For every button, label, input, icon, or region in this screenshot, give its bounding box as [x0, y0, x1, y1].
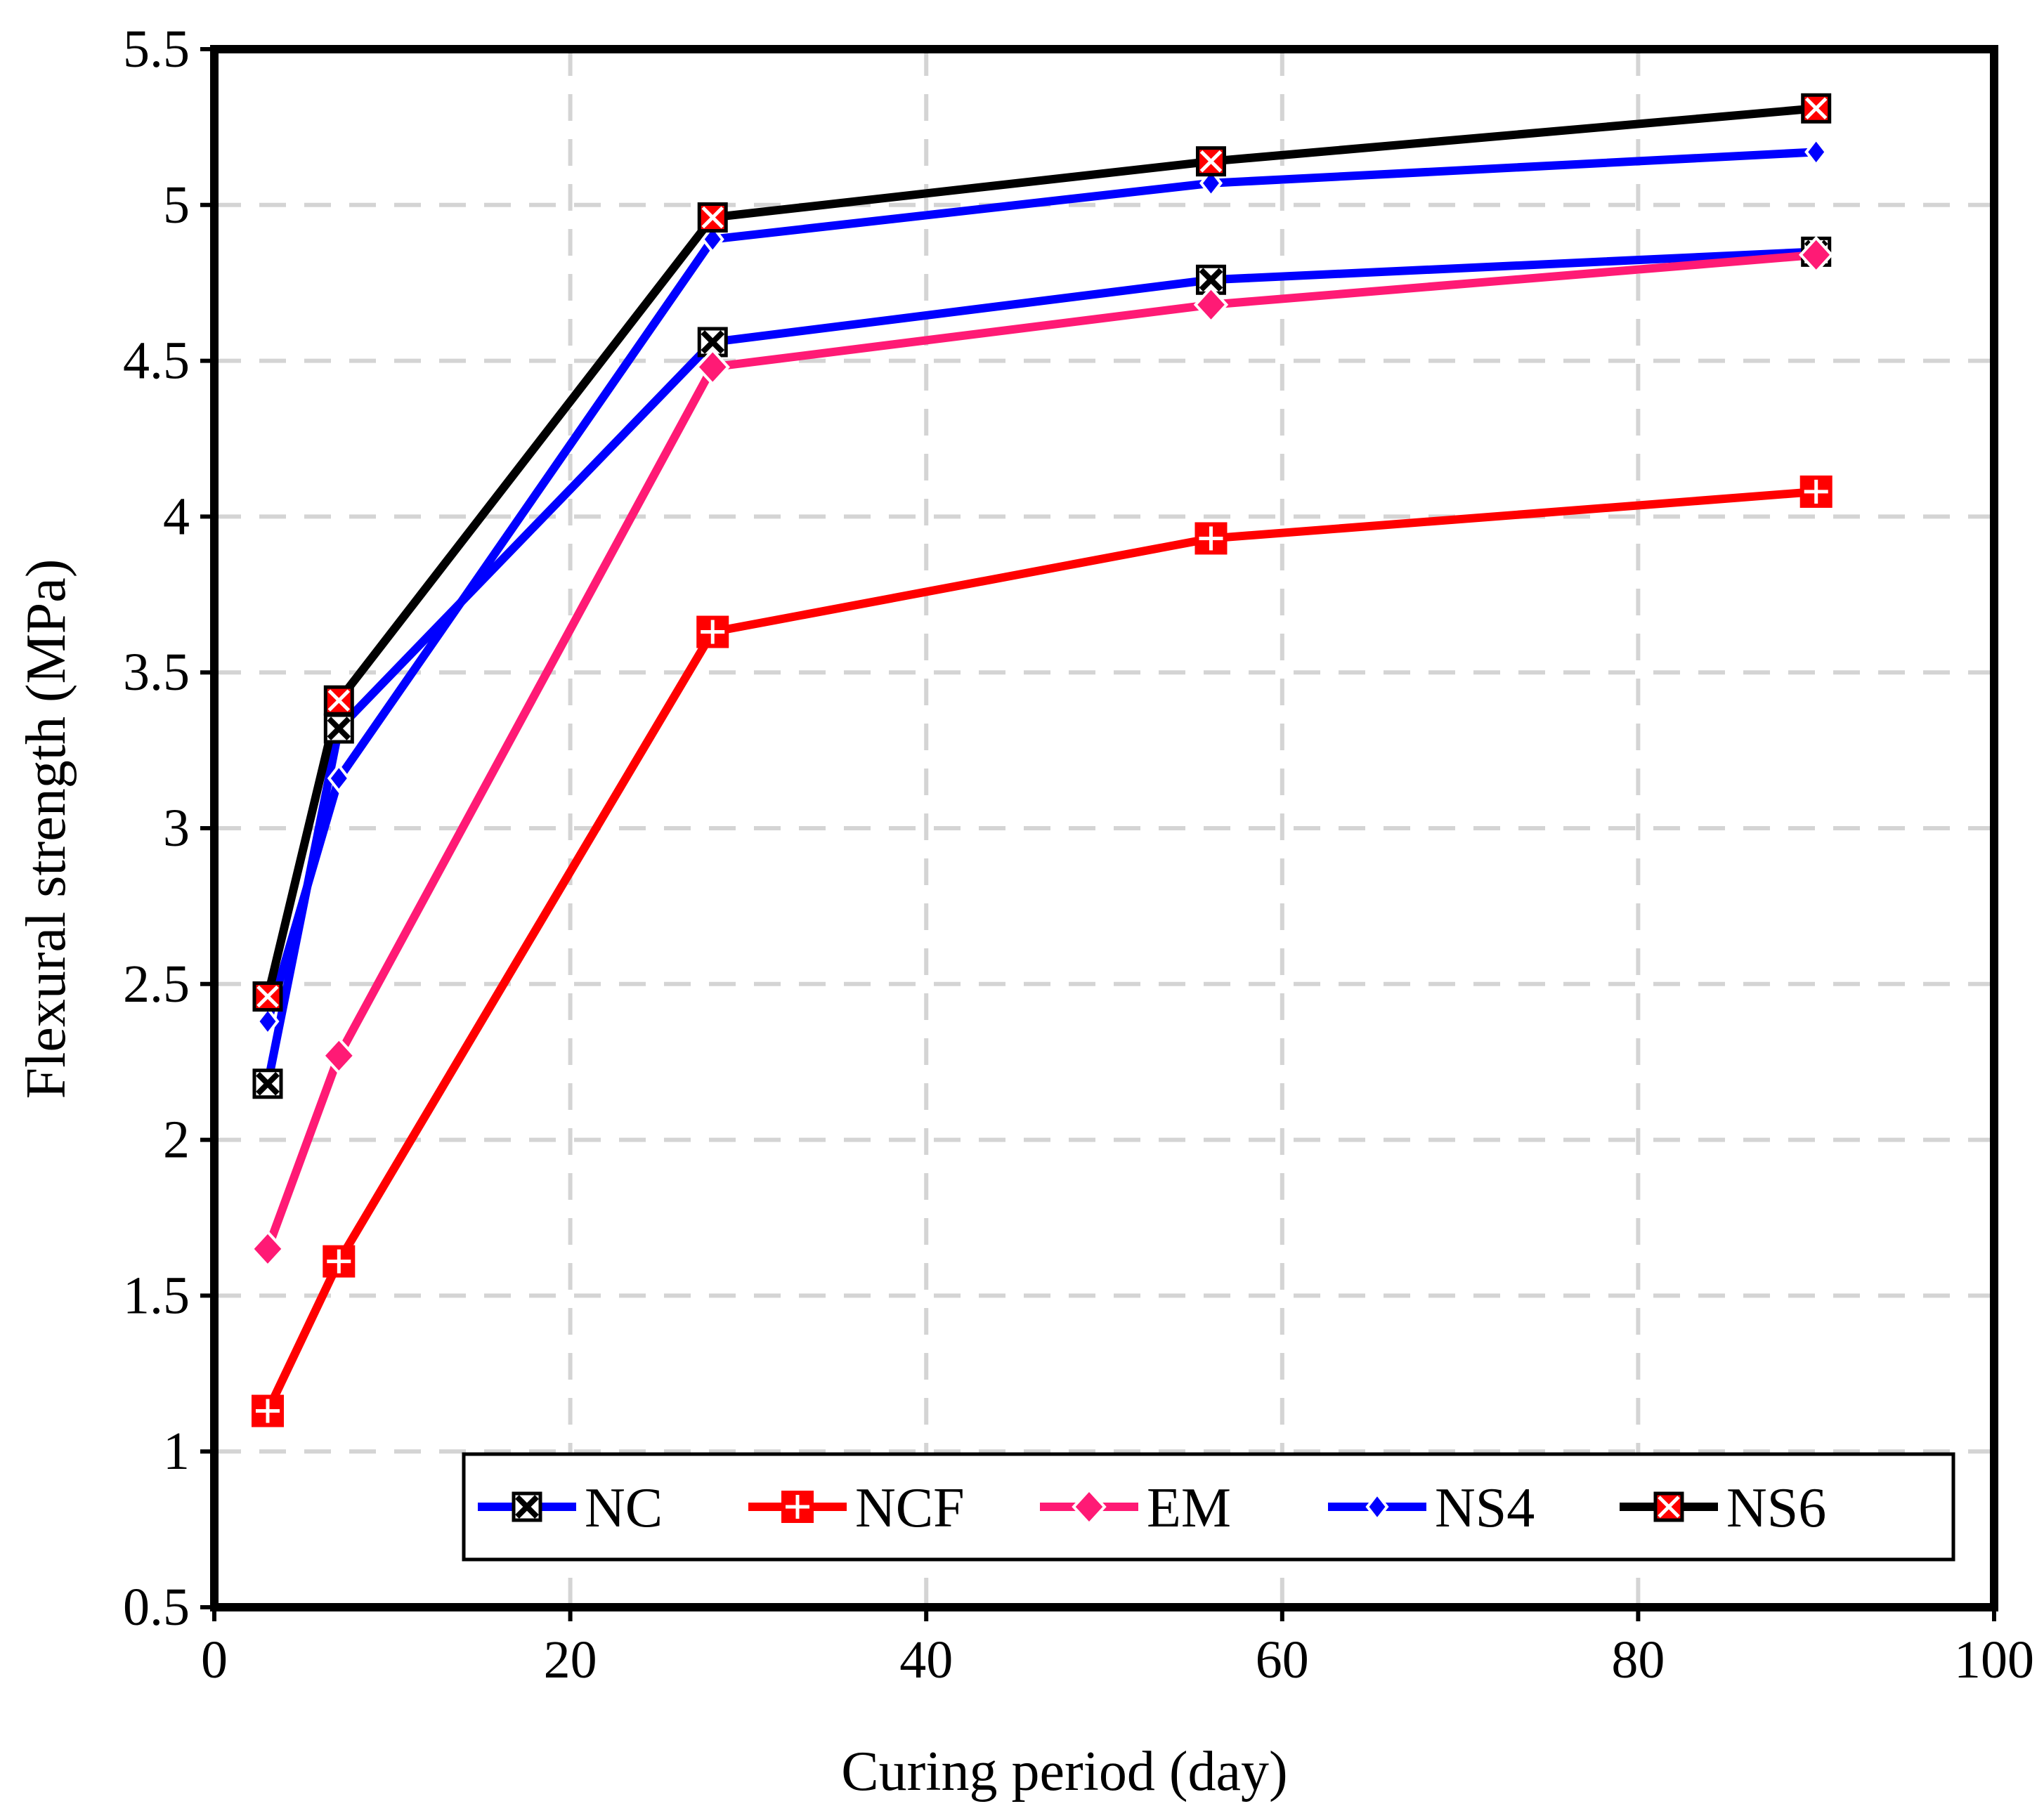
- legend-label: NS4: [1435, 1477, 1535, 1539]
- y-tick-label: 0.5: [123, 1578, 190, 1637]
- legend-label: NS6: [1726, 1477, 1826, 1539]
- y-axis-title: Flexural strength (MPa): [15, 559, 77, 1099]
- legend-marker: [781, 1491, 814, 1523]
- data-point-ns6: [1195, 146, 1226, 177]
- data-point-ns6: [697, 202, 728, 233]
- data-point-em: [1193, 285, 1229, 324]
- series-lines: [263, 104, 1817, 1413]
- x-tick-label: 100: [1954, 1630, 2034, 1689]
- axis-ticks: 0.5 1 1.5 2 2.5 3 3.5 4 4.5 5 5.5 0 20 40 60 80 100: [123, 20, 2034, 1689]
- data-point-em: [321, 1036, 357, 1075]
- y-tick-label: 1: [163, 1422, 190, 1481]
- y-tick-label: 4.5: [123, 332, 190, 391]
- x-tick-label: 0: [201, 1630, 228, 1689]
- data-point-ns4: [1804, 137, 1828, 167]
- y-tick-label: 5: [163, 176, 190, 235]
- data-point-ncf: [1799, 475, 1833, 508]
- x-tick-label: 60: [1256, 1630, 1309, 1689]
- legend-item-em: EM: [1040, 1477, 1231, 1539]
- legend-marker: [1072, 1488, 1107, 1526]
- data-point-em: [250, 1229, 285, 1268]
- legend-label: NC: [585, 1477, 663, 1539]
- data-point-ns4: [1199, 168, 1223, 199]
- legend: NC NCF EM NS4 NS6: [462, 1452, 1955, 1562]
- data-point-ncf: [323, 1245, 356, 1278]
- plot-frame: [210, 45, 1998, 1611]
- legend-marker: [512, 1491, 542, 1522]
- data-point-nc: [323, 713, 354, 744]
- data-point-ns6: [323, 685, 354, 716]
- legend-marker: [1653, 1491, 1684, 1522]
- legend-item-ncf: NCF: [748, 1477, 965, 1539]
- data-point-ns4: [701, 224, 724, 254]
- legend-label: EM: [1147, 1477, 1231, 1539]
- data-point-nc: [1195, 264, 1226, 295]
- x-tick-label: 40: [899, 1630, 953, 1689]
- y-tick-label: 4: [163, 487, 190, 546]
- y-tick-label: 3: [163, 799, 190, 858]
- y-tick-label: 2: [163, 1111, 190, 1170]
- data-point-ncf: [1194, 522, 1228, 555]
- x-tick-label: 80: [1611, 1630, 1665, 1689]
- x-tick-label: 20: [544, 1630, 597, 1689]
- y-tick-label: 1.5: [123, 1266, 190, 1325]
- data-point-ns4: [256, 1006, 280, 1037]
- data-point-ns4: [327, 763, 351, 794]
- grid: [214, 49, 1994, 1607]
- series-line-nc: [263, 247, 1816, 1085]
- legend-marker: [1365, 1491, 1389, 1522]
- legend-item-ns4: NS4: [1328, 1477, 1535, 1539]
- data-point-em: [695, 348, 730, 386]
- legend-item-nc: NC: [478, 1477, 663, 1539]
- series-line-ncf: [263, 487, 1817, 1413]
- data-point-em: [1798, 235, 1834, 274]
- y-tick-label: 3.5: [123, 643, 190, 702]
- x-axis-title: Curing period (day): [841, 1741, 1287, 1803]
- series-line-ns4: [263, 148, 1817, 1023]
- data-point-ns6: [252, 981, 283, 1012]
- series-markers: [250, 93, 1834, 1427]
- legend-label: NCF: [855, 1477, 965, 1539]
- data-point-ns6: [1801, 93, 1832, 124]
- data-point-nc: [252, 1068, 283, 1099]
- legend-item-ns6: NS6: [1620, 1477, 1826, 1539]
- y-tick-label: 5.5: [123, 20, 190, 79]
- y-tick-label: 2.5: [123, 955, 190, 1014]
- data-point-ncf: [251, 1394, 284, 1427]
- data-point-ncf: [696, 615, 729, 648]
- series-line-em: [263, 250, 1817, 1250]
